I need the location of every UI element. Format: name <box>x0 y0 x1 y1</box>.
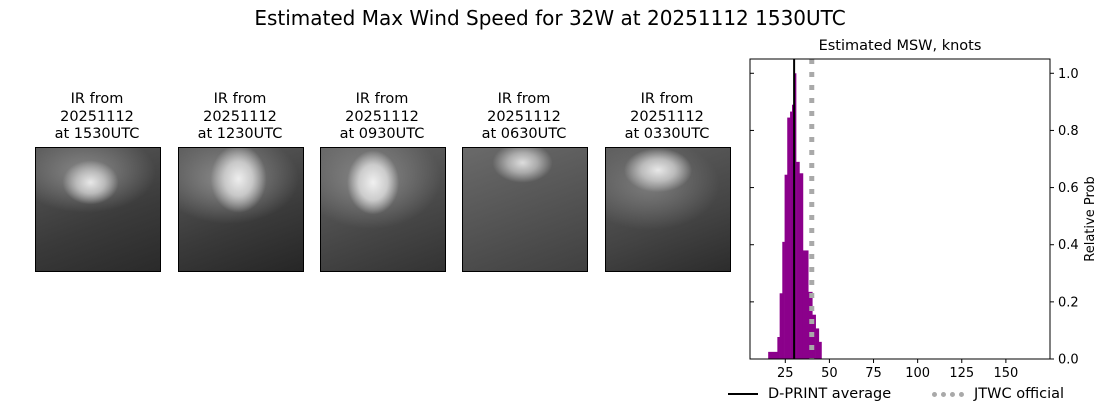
x-tick-label: 150 <box>993 366 1018 381</box>
x-tick-label: 50 <box>821 366 838 381</box>
histogram-bar <box>782 241 785 359</box>
ir-label-line: IR from <box>213 91 267 107</box>
ir-label-time: at 1530UTC <box>54 126 140 142</box>
ir-label: IR from 20251112 at 1530UTC <box>34 91 160 144</box>
x-tick-label: 125 <box>949 366 974 381</box>
ir-label-line: IR from <box>640 91 694 107</box>
y-tick-label: 0.2 <box>1058 295 1079 310</box>
ir-label: IR from 20251112 at 0930UTC <box>319 91 445 144</box>
legend-label: JTWC official <box>974 386 1065 402</box>
ir-label-time: at 0330UTC <box>624 126 710 142</box>
y-tick-label: 0.0 <box>1058 353 1079 368</box>
ir-label: IR from 20251112 at 0330UTC <box>604 91 730 144</box>
legend-label: D-PRINT average <box>768 386 892 402</box>
ir-label-date: 20251112 <box>60 108 134 125</box>
histogram-bar <box>792 104 794 359</box>
ir-label-line: IR from <box>70 91 124 107</box>
y-tick-label: 0.8 <box>1058 124 1079 139</box>
ir-label-time: at 0630UTC <box>481 126 567 142</box>
ir-label-time: at 1230UTC <box>197 126 283 142</box>
ir-satellite-image <box>462 147 588 272</box>
ir-label-date: 20251112 <box>487 108 561 125</box>
ir-label: IR from 20251112 at 1230UTC <box>177 91 303 144</box>
ir-label-date: 20251112 <box>203 108 277 125</box>
ir-label-line: IR from <box>497 91 551 107</box>
ir-label-line: IR from <box>355 91 409 107</box>
histogram-bar <box>818 341 822 359</box>
ir-satellite-image <box>35 147 161 272</box>
ir-label-date: 20251112 <box>345 108 419 125</box>
ir-satellite-image <box>178 147 304 272</box>
histogram-bar <box>796 161 800 359</box>
histogram-bar <box>802 250 809 359</box>
histogram-bar <box>799 173 804 359</box>
histogram-bar <box>779 293 783 359</box>
figure-title: Estimated Max Wind Speed for 32W at 2025… <box>254 6 846 30</box>
ir-label-date: 20251112 <box>630 108 704 125</box>
x-tick-label: 25 <box>777 366 794 381</box>
histogram-bar <box>815 328 820 359</box>
ir-satellite-image <box>320 147 446 272</box>
histogram-bar <box>784 174 788 359</box>
y-tick-label: 0.6 <box>1058 181 1079 196</box>
histogram-bar <box>768 351 778 359</box>
legend-dprint: D-PRINT average <box>728 386 891 402</box>
legend-jtwc: JTWC official <box>932 386 1064 402</box>
plot-frame <box>749 58 1051 360</box>
ir-label-time: at 0930UTC <box>339 126 425 142</box>
histogram-bar <box>777 337 780 359</box>
x-tick-label: 100 <box>905 366 930 381</box>
ir-label: IR from 20251112 at 0630UTC <box>461 91 587 144</box>
y-tick-label: 0.4 <box>1058 238 1079 253</box>
x-tick-label: 75 <box>865 366 882 381</box>
histogram-bar <box>787 117 791 359</box>
legend-dotted-line-icon <box>932 391 964 397</box>
y-axis-label: Relative Prob <box>1083 176 1098 261</box>
chart-title: Estimated MSW, knots <box>819 38 982 54</box>
histogram-bar <box>808 291 813 359</box>
legend-solid-line-icon <box>728 393 758 395</box>
y-tick-label: 1.0 <box>1058 67 1079 82</box>
ir-satellite-image <box>605 147 731 272</box>
histogram-bar <box>790 111 793 359</box>
